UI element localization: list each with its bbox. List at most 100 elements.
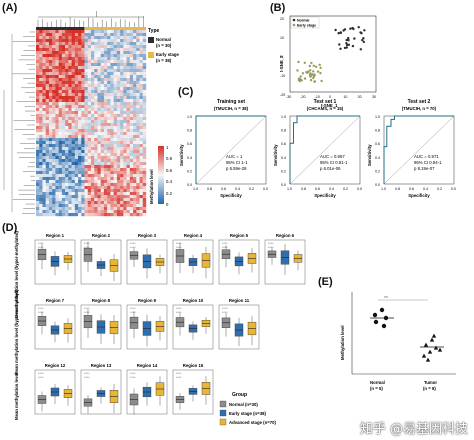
legend-normal-sub: (n = 30) <box>156 43 172 48</box>
heatmap-cell <box>48 90 53 94</box>
heatmap-cell <box>94 108 98 112</box>
heatmap-cell <box>123 210 127 214</box>
heatmap-cell <box>133 81 137 85</box>
sig-label: **** <box>130 246 136 250</box>
heatmap-cell <box>97 198 101 202</box>
heatmap-cell <box>116 102 121 106</box>
heatmap-cell <box>116 60 121 64</box>
heatmap-cell <box>113 45 118 49</box>
region-title: Region 3 <box>138 233 157 238</box>
heatmap-cell <box>61 195 66 199</box>
heatmap-cell <box>65 171 69 175</box>
tsne-point-normal <box>345 46 348 49</box>
heatmap-cell <box>87 186 92 190</box>
heatmap-cell <box>100 75 105 79</box>
heatmap-cell <box>58 195 63 199</box>
heatmap-cell <box>136 132 140 136</box>
heatmap-cell <box>129 138 134 142</box>
heatmap-cell <box>139 135 143 139</box>
heatmap-cell <box>107 63 111 67</box>
heatmap-cell <box>100 81 105 85</box>
heatmap-cell <box>48 210 53 214</box>
heatmap-cell <box>42 48 46 52</box>
heatmap-cell <box>136 159 140 163</box>
heatmap-cell <box>39 51 43 55</box>
heatmap-cell <box>39 60 43 64</box>
heatmap-cell <box>68 171 72 175</box>
heatmap-cell <box>36 54 40 58</box>
heatmap-cell <box>36 168 40 172</box>
heatmap-cell <box>120 45 124 49</box>
heatmap-cell <box>129 135 134 139</box>
heatmap-cell <box>55 81 59 85</box>
heatmap-cell <box>68 60 72 64</box>
heatmap-cell <box>36 159 40 163</box>
heatmap-cell <box>107 39 111 43</box>
heatmap-cell <box>100 126 105 130</box>
heatmap-cell <box>97 177 101 181</box>
heatmap-cell <box>45 126 50 130</box>
heatmap-cell <box>87 189 92 193</box>
heatmap-cell <box>71 117 76 121</box>
heatmap-cell <box>58 213 63 217</box>
heatmap-cell <box>65 57 69 61</box>
heatmap-cell <box>52 81 56 85</box>
heatmap-cell <box>139 147 143 151</box>
tsne-point-early <box>320 79 323 83</box>
heatmap-cell <box>74 75 79 79</box>
heatmap-cell <box>100 144 105 148</box>
heatmap-cell <box>113 78 118 82</box>
heatmap-cell <box>116 195 121 199</box>
heatmap-cell <box>39 126 43 130</box>
heatmap-cell <box>81 54 85 58</box>
heatmap-cell <box>113 33 118 37</box>
heatmap-cell <box>39 198 43 202</box>
heatmap-cell <box>120 84 124 88</box>
heatmap-cell <box>120 186 124 190</box>
heatmap-cell <box>116 150 121 154</box>
heatmap-cell <box>78 207 82 211</box>
heatmap-cell <box>84 81 88 85</box>
heatmap-cell <box>139 111 143 115</box>
heatmap-cell <box>68 204 72 208</box>
heatmap-cell <box>91 108 95 112</box>
heatmap-cell <box>116 126 121 130</box>
heatmap-cell <box>107 54 111 58</box>
heatmap-cell <box>52 189 56 193</box>
heatmap-cell <box>120 156 124 160</box>
heatmap-cell <box>39 69 43 73</box>
heatmap-cell <box>142 90 147 94</box>
heatmap-cell <box>91 117 95 121</box>
heatmap-cell <box>91 183 95 187</box>
heatmap-cell <box>87 51 92 55</box>
heatmap-cell <box>126 204 131 208</box>
heatmap-cell <box>55 57 59 61</box>
heatmap-cell <box>78 30 82 34</box>
heatmap-cell <box>48 189 53 193</box>
heatmap-cell <box>133 213 137 217</box>
heatmap-cell <box>87 30 92 34</box>
heatmap-cell <box>45 144 50 148</box>
roc-xtick: 1.0 <box>287 187 292 191</box>
heatmap-cell <box>48 60 53 64</box>
heatmap-cell <box>129 192 134 196</box>
heatmap-cell <box>71 84 76 88</box>
sig-label: **** <box>176 307 182 311</box>
heatmap-cell <box>52 57 56 61</box>
heatmap-cell <box>74 195 79 199</box>
heatmap-cell <box>110 174 114 178</box>
heatmap-cell <box>65 54 69 58</box>
heatmap-cell <box>55 177 59 181</box>
heatmap-cell <box>126 141 131 145</box>
heatmap-cell <box>123 126 127 130</box>
heatmap-cell <box>142 147 147 151</box>
heatmap-cell <box>81 210 85 214</box>
heatmap-cell <box>71 81 76 85</box>
heatmap-cell <box>107 210 111 214</box>
heatmap-cell <box>87 120 92 124</box>
heatmap-cell <box>94 207 98 211</box>
heatmap-cell <box>42 135 46 139</box>
heatmap-cell <box>42 213 46 217</box>
e-point-normal <box>372 312 378 318</box>
heatmap-cell <box>52 147 56 151</box>
